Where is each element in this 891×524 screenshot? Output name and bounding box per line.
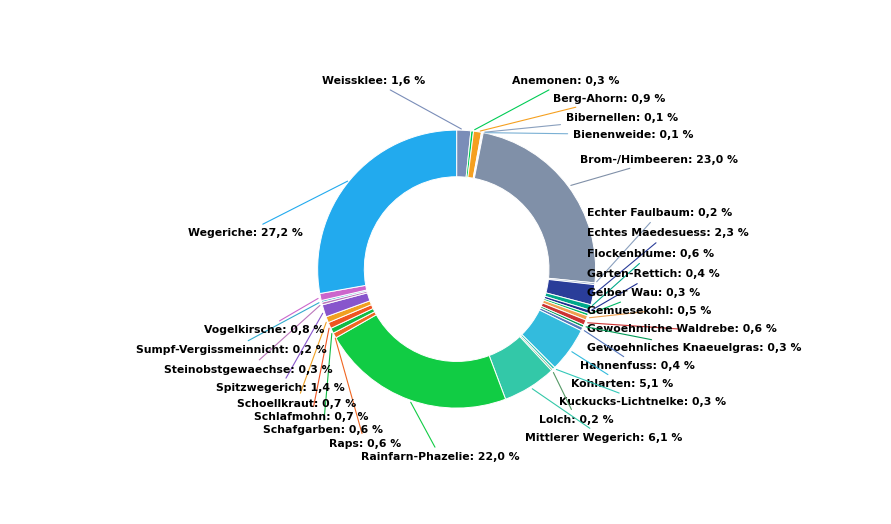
Text: Raps: 0,6 %: Raps: 0,6 % bbox=[329, 338, 401, 449]
Wedge shape bbox=[333, 312, 376, 338]
Text: Lolch: 0,2 %: Lolch: 0,2 % bbox=[539, 373, 614, 425]
Text: Flockenblume: 0,6 %: Flockenblume: 0,6 % bbox=[586, 249, 714, 305]
Text: Echter Faulbaum: 0,2 %: Echter Faulbaum: 0,2 % bbox=[586, 208, 732, 282]
Text: Kohlarten: 5,1 %: Kohlarten: 5,1 % bbox=[571, 352, 674, 389]
Text: Brom-/Himbeeren: 23,0 %: Brom-/Himbeeren: 23,0 % bbox=[571, 155, 739, 185]
Text: Steinobstgewaechse: 0,3 %: Steinobstgewaechse: 0,3 % bbox=[164, 305, 333, 375]
Wedge shape bbox=[323, 293, 370, 317]
Text: Schafgarben: 0,6 %: Schafgarben: 0,6 % bbox=[263, 333, 383, 435]
Text: Vogelkirsche: 0,8 %: Vogelkirsche: 0,8 % bbox=[203, 299, 324, 335]
Text: Sumpf-Vergissmeinnicht: 0,2 %: Sumpf-Vergissmeinnicht: 0,2 % bbox=[135, 303, 327, 355]
Wedge shape bbox=[544, 296, 590, 313]
Text: Gewoehnliche Waldrebe: 0,6 %: Gewoehnliche Waldrebe: 0,6 % bbox=[586, 323, 777, 334]
Wedge shape bbox=[322, 290, 367, 302]
Wedge shape bbox=[329, 304, 373, 329]
Wedge shape bbox=[543, 300, 587, 320]
Text: Schoellkraut: 0,7 %: Schoellkraut: 0,7 % bbox=[237, 322, 356, 409]
Wedge shape bbox=[326, 301, 372, 323]
Wedge shape bbox=[520, 334, 555, 369]
Text: Echtes Maedesuess: 2,3 %: Echtes Maedesuess: 2,3 % bbox=[586, 228, 748, 293]
Text: Mittlerer Wegerich: 6,1 %: Mittlerer Wegerich: 6,1 % bbox=[525, 389, 683, 443]
Wedge shape bbox=[466, 131, 473, 178]
Wedge shape bbox=[519, 336, 552, 370]
Wedge shape bbox=[320, 286, 367, 301]
Text: Rainfarn-Phazelie: 22,0 %: Rainfarn-Phazelie: 22,0 % bbox=[361, 402, 519, 462]
Wedge shape bbox=[473, 133, 482, 178]
Text: Kuckucks-Lichtnelke: 0,3 %: Kuckucks-Lichtnelke: 0,3 % bbox=[556, 369, 726, 407]
Text: Gewoehnliches Knaeuelgras: 0,3 %: Gewoehnliches Knaeuelgras: 0,3 % bbox=[586, 327, 801, 353]
Wedge shape bbox=[331, 309, 374, 333]
Wedge shape bbox=[548, 278, 595, 285]
Text: Bibernellen: 0,1 %: Bibernellen: 0,1 % bbox=[485, 114, 678, 132]
Text: Anemonen: 0,3 %: Anemonen: 0,3 % bbox=[475, 76, 620, 130]
Wedge shape bbox=[318, 130, 457, 293]
Wedge shape bbox=[541, 303, 586, 325]
Text: Berg-Ahorn: 0,9 %: Berg-Ahorn: 0,9 % bbox=[480, 94, 666, 131]
Wedge shape bbox=[545, 293, 591, 310]
Wedge shape bbox=[522, 310, 581, 367]
Wedge shape bbox=[539, 308, 583, 331]
Wedge shape bbox=[322, 291, 367, 305]
Wedge shape bbox=[474, 133, 595, 283]
Text: Schlafmohn: 0,7 %: Schlafmohn: 0,7 % bbox=[254, 328, 369, 422]
Text: Wegeriche: 27,2 %: Wegeriche: 27,2 % bbox=[187, 181, 347, 238]
Text: Weissklee: 1,6 %: Weissklee: 1,6 % bbox=[322, 76, 462, 129]
Text: Hahnenfuss: 0,4 %: Hahnenfuss: 0,4 % bbox=[580, 331, 695, 371]
Wedge shape bbox=[474, 133, 483, 179]
Wedge shape bbox=[468, 131, 481, 178]
Wedge shape bbox=[541, 307, 584, 328]
Wedge shape bbox=[544, 299, 588, 316]
Wedge shape bbox=[546, 279, 594, 305]
Text: Bienenweide: 0,1 %: Bienenweide: 0,1 % bbox=[486, 129, 694, 139]
Text: Gemuesekohl: 0,5 %: Gemuesekohl: 0,5 % bbox=[586, 306, 711, 318]
Wedge shape bbox=[336, 315, 505, 408]
Text: Spitzwegerich: 1,4 %: Spitzwegerich: 1,4 % bbox=[216, 313, 345, 394]
Text: Gelber Wau: 0,3 %: Gelber Wau: 0,3 % bbox=[586, 288, 700, 314]
Wedge shape bbox=[489, 336, 552, 399]
Wedge shape bbox=[457, 130, 471, 177]
Text: Garten-Rettich: 0,4 %: Garten-Rettich: 0,4 % bbox=[586, 269, 719, 310]
